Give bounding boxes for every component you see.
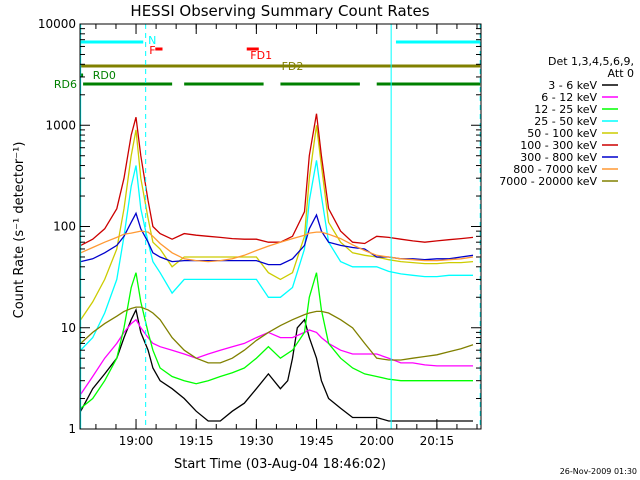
series-line-6	[80, 211, 474, 266]
legend-entry-label: 6 - 12 keV	[541, 91, 597, 104]
legend-entry-label: 300 - 800 keV	[520, 151, 597, 164]
x-tick-label: 19:45	[299, 434, 334, 448]
flag-label-fd2: FD2	[282, 60, 304, 73]
y-tick-label: 10	[61, 321, 76, 335]
legend-entry-label: 50 - 100 keV	[527, 127, 597, 140]
series-line-4	[80, 125, 474, 321]
y-tick-label: 100	[53, 220, 76, 234]
legend-header-1: Det 1,3,4,5,6,9,	[548, 55, 634, 68]
flag-label-n: N	[148, 34, 156, 47]
y-tick-label: 1	[68, 422, 76, 436]
y-tick-label: 10000	[38, 17, 76, 31]
series-line-1	[80, 318, 473, 395]
legend-header-2: Att 0	[608, 67, 634, 80]
x-tick-label: 20:15	[420, 434, 455, 448]
series-line-7	[80, 230, 474, 263]
legend-entry-label: 7000 - 20000 keV	[499, 175, 597, 188]
legend-entry-label: 12 - 25 keV	[534, 103, 597, 116]
y-tick-label: 1000	[45, 118, 76, 132]
footer-timestamp: 26-Nov-2009 01:30	[560, 467, 637, 476]
x-axis-label: Start Time (03-Aug-04 18:46:02)	[174, 457, 386, 472]
chart-title: HESSI Observing Summary Count Rates	[130, 2, 429, 20]
series-line-3	[80, 160, 473, 351]
legend-entry-label: 3 - 6 keV	[548, 79, 597, 92]
flag-label-f: F	[149, 44, 155, 57]
plot-area: NF FD1 FD2 RD0 RD6	[54, 23, 482, 430]
flags-layer: NF FD1 FD2 RD0 RD6	[54, 34, 481, 91]
legend-entry-label: 25 - 50 keV	[534, 115, 597, 128]
flag-label-rd6: RD6	[54, 78, 77, 91]
x-tick-label: 19:00	[119, 434, 154, 448]
axes-layer: 1 10 100 1000 10000 19:00 19:15 19:30 19:45 20:00…	[38, 17, 481, 448]
legend-entry-label: 800 - 7000 keV	[513, 163, 597, 176]
series-line-8	[80, 306, 474, 364]
series-layer	[80, 113, 474, 422]
series-line-5	[80, 113, 474, 246]
series-line-2	[80, 272, 473, 409]
x-tick-label: 19:15	[179, 434, 214, 448]
flag-label-rd0: RD0	[93, 69, 116, 82]
legend-entry-label: 100 - 300 keV	[520, 139, 597, 152]
y-axis-label: Count Rate (s⁻¹ detector⁻¹)	[12, 142, 27, 319]
x-tick-label: 19:30	[239, 434, 274, 448]
flag-label-fd1: FD1	[250, 49, 272, 62]
x-tick-label: 20:00	[359, 434, 394, 448]
